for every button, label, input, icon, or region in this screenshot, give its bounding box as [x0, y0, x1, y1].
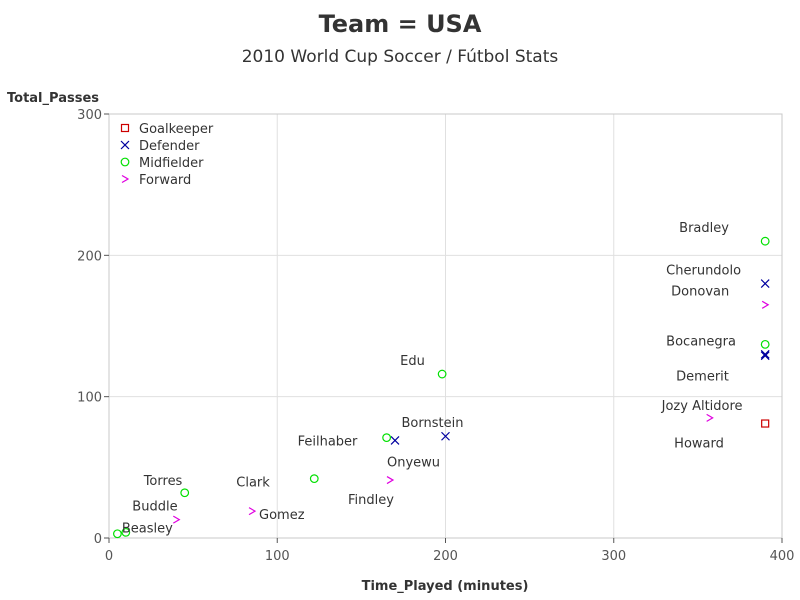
data-points: [113, 236, 770, 539]
legend-marker-defender: [120, 140, 130, 150]
point-label: Edu: [400, 354, 425, 369]
point-label: Bocanegra: [666, 334, 736, 349]
point-label: Findley: [348, 493, 394, 508]
point-label: Howard: [674, 437, 724, 452]
point-label: Bradley: [679, 221, 729, 236]
x-tick-label: 100: [265, 549, 290, 564]
x-tick-label: 0: [105, 549, 113, 564]
x-tick-label: 200: [433, 549, 458, 564]
legend-label-forward: Forward: [139, 173, 191, 188]
y-axis-label: Total_Passes: [7, 91, 99, 106]
point-midfielder: [437, 369, 447, 379]
point-label: Bornstein: [402, 416, 464, 431]
legend: Goalkeeper Defender Midfielder Forward: [120, 122, 214, 188]
point-label: Jozy Altidore: [661, 399, 743, 414]
point-label: Torres: [143, 474, 183, 489]
point-midfielder: [180, 488, 190, 498]
point-defender: [441, 431, 450, 441]
point-forward: [386, 476, 395, 485]
point-label: Donovan: [671, 284, 729, 299]
point-midfielder: [760, 339, 770, 349]
point-forward: [761, 300, 770, 309]
legend-marker-forward: [121, 174, 130, 184]
legend-label-goalkeeper: Goalkeeper: [139, 122, 214, 137]
point-label: Cherundolo: [666, 264, 741, 279]
point-label: Buddle: [132, 500, 177, 515]
point-label: Gomez: [259, 508, 305, 523]
point-forward: [172, 515, 181, 524]
point-midfielder: [121, 527, 131, 537]
ticks: 0 100 200 300 400 0 100 200 300: [77, 108, 794, 564]
y-tick-label: 200: [77, 249, 102, 264]
point-defender: [760, 349, 770, 359]
legend-marker-goalkeeper: [120, 123, 130, 133]
data-labels: Howard Cherundolo Bocanegra Demerit Bornstei…: [122, 221, 743, 536]
legend-label-defender: Defender: [139, 139, 200, 154]
x-tick-label: 300: [601, 549, 626, 564]
y-tick-label: 0: [94, 532, 102, 547]
point-label: Clark: [236, 476, 270, 491]
point-midfielder: [760, 236, 770, 246]
point-label: Feilhaber: [298, 435, 358, 450]
y-tick-label: 100: [77, 391, 102, 406]
point-goalkeeper: [761, 419, 770, 428]
legend-marker-midfielder: [120, 157, 130, 167]
point-forward: [706, 413, 714, 422]
point-label: Onyewu: [387, 455, 440, 470]
point-label: Demerit: [676, 370, 729, 385]
point-label: Beasley: [122, 521, 173, 536]
x-tick-label: 400: [770, 549, 795, 564]
point-midfielder: [309, 474, 319, 484]
x-axis-label: Time_Played (minutes): [362, 579, 529, 594]
grid: [109, 114, 782, 538]
point-defender: [760, 279, 770, 289]
point-forward: [248, 507, 257, 516]
point-midfielder: [113, 529, 122, 539]
point-defender: [760, 351, 770, 361]
y-tick-label: 300: [77, 108, 102, 123]
legend-label-midfielder: Midfielder: [139, 156, 204, 171]
chart-title: Team = USA: [318, 10, 482, 38]
chart-subtitle: 2010 World Cup Soccer / Fútbol Stats: [241, 47, 559, 67]
point-defender: [390, 436, 400, 445]
point-midfielder: [382, 433, 392, 443]
